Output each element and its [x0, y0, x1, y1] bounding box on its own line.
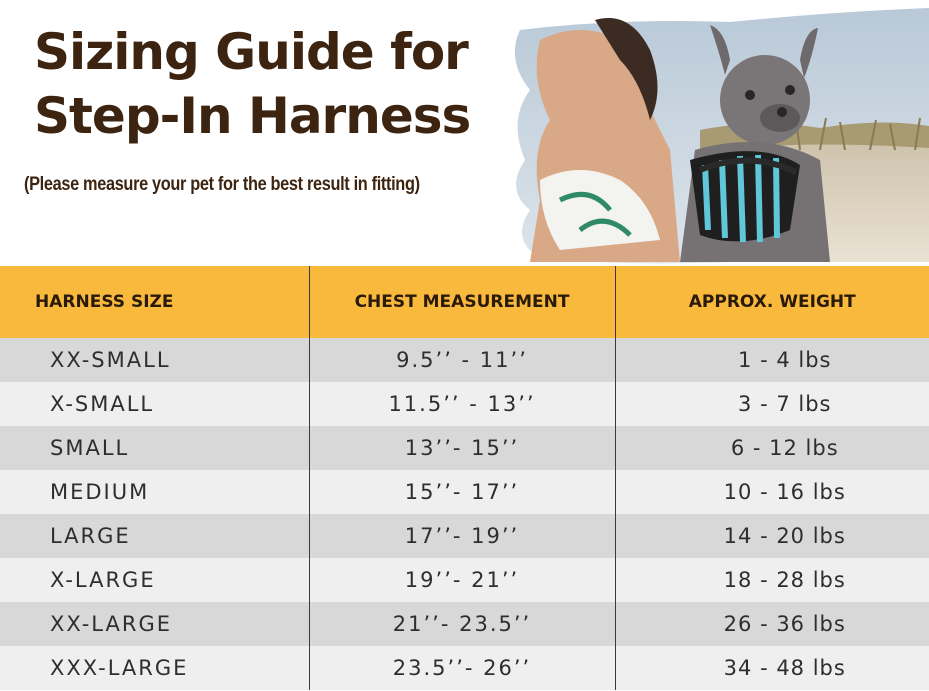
sizing-table: HARNESS SIZE CHEST MEASUREMENT APPROX. W… — [0, 266, 929, 690]
chest-cell: 11.5’’ - 13’’ — [308, 382, 615, 426]
table-row: SMALL 13’’- 15’’ 6 - 12 lbs — [0, 426, 929, 470]
header-harness-size: HARNESS SIZE — [0, 266, 309, 338]
table-row: X-SMALL 11.5’’ - 13’’ 3 - 7 lbs — [0, 382, 929, 426]
weight-cell: 34 - 48 lbs — [614, 646, 929, 690]
size-cell: SMALL — [0, 426, 309, 470]
weight-cell: 6 - 12 lbs — [614, 426, 929, 470]
size-cell: X-LARGE — [0, 558, 309, 602]
chest-cell: 9.5’’ - 11’’ — [308, 338, 615, 382]
dog-photo-illustration — [514, 8, 929, 264]
table-row: X-LARGE 19’’- 21’’ 18 - 28 lbs — [0, 558, 929, 602]
chest-cell: 21’’- 23.5’’ — [308, 602, 615, 646]
page-title: Sizing Guide for Step-In Harness — [34, 20, 471, 148]
title-line-2: Step-In Harness — [34, 87, 471, 145]
weight-cell: 3 - 7 lbs — [614, 382, 929, 426]
weight-cell: 10 - 16 lbs — [614, 470, 929, 514]
size-cell: XX-LARGE — [0, 602, 309, 646]
size-cell: XX-SMALL — [0, 338, 309, 382]
subtitle: (Please measure your pet for the best re… — [24, 174, 420, 195]
chest-cell: 17’’- 19’’ — [308, 514, 615, 558]
table-row: XX-SMALL 9.5’’ - 11’’ 1 - 4 lbs — [0, 338, 929, 382]
chest-cell: 23.5’’- 26’’ — [308, 646, 615, 690]
dog-photo — [500, 0, 929, 268]
size-cell: LARGE — [0, 514, 309, 558]
weight-cell: 14 - 20 lbs — [614, 514, 929, 558]
table-row: XX-LARGE 21’’- 23.5’’ 26 - 36 lbs — [0, 602, 929, 646]
size-cell: MEDIUM — [0, 470, 309, 514]
table-row: MEDIUM 15’’- 17’’ 10 - 16 lbs — [0, 470, 929, 514]
table-header-row: HARNESS SIZE CHEST MEASUREMENT APPROX. W… — [0, 266, 929, 338]
table-row: LARGE 17’’- 19’’ 14 - 20 lbs — [0, 514, 929, 558]
table-row: XXX-LARGE 23.5’’- 26’’ 34 - 48 lbs — [0, 646, 929, 690]
weight-cell: 1 - 4 lbs — [614, 338, 929, 382]
weight-cell: 26 - 36 lbs — [614, 602, 929, 646]
chest-cell: 13’’- 15’’ — [308, 426, 615, 470]
title-line-1: Sizing Guide for — [34, 23, 469, 81]
chest-cell: 19’’- 21’’ — [308, 558, 615, 602]
header-chest-measurement: CHEST MEASUREMENT — [308, 266, 615, 338]
weight-cell: 18 - 28 lbs — [614, 558, 929, 602]
chest-cell: 15’’- 17’’ — [308, 470, 615, 514]
size-cell: XXX-LARGE — [0, 646, 309, 690]
size-cell: X-SMALL — [0, 382, 309, 426]
header-approx-weight: APPROX. WEIGHT — [614, 266, 929, 338]
